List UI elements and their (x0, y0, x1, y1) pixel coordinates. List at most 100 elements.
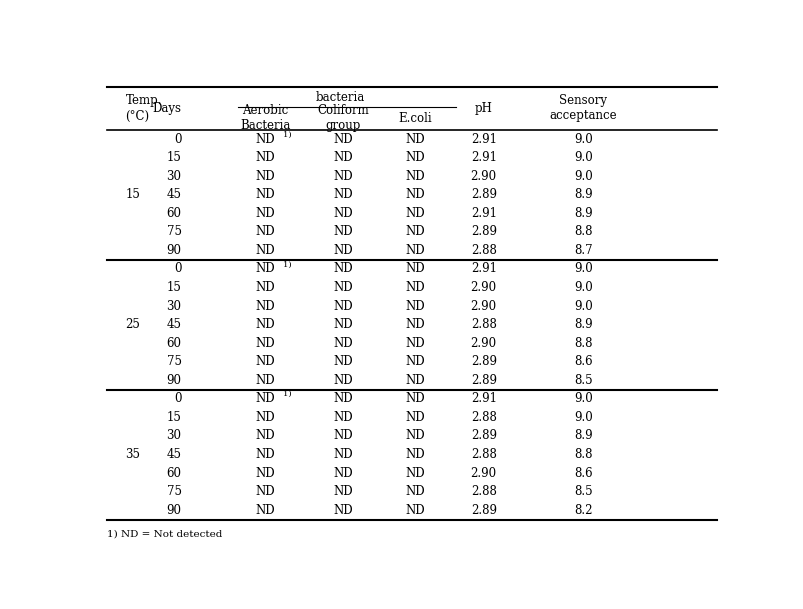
Text: ND: ND (405, 355, 425, 368)
Text: ND: ND (333, 170, 353, 183)
Text: 2.89: 2.89 (470, 225, 496, 238)
Text: ND: ND (255, 485, 275, 498)
Text: 75: 75 (166, 355, 181, 368)
Text: ND: ND (333, 448, 353, 461)
Text: 9.0: 9.0 (573, 262, 592, 275)
Text: 30: 30 (166, 429, 181, 443)
Text: bacteria: bacteria (316, 91, 365, 104)
Text: 2.91: 2.91 (470, 262, 496, 275)
Text: ND: ND (405, 151, 425, 164)
Text: ND: ND (333, 485, 353, 498)
Text: 2.90: 2.90 (470, 300, 496, 312)
Text: ND: ND (255, 504, 275, 516)
Text: ND: ND (255, 411, 275, 424)
Text: 9.0: 9.0 (573, 411, 592, 424)
Text: 90: 90 (166, 504, 181, 516)
Text: 2.91: 2.91 (470, 207, 496, 220)
Text: ND: ND (405, 225, 425, 238)
Text: ND: ND (405, 281, 425, 294)
Text: ND: ND (333, 244, 353, 257)
Text: ND: ND (333, 281, 353, 294)
Text: ND: ND (405, 411, 425, 424)
Text: ND: ND (255, 355, 275, 368)
Text: 8.9: 8.9 (573, 188, 592, 201)
Text: 60: 60 (166, 466, 181, 480)
Text: ND: ND (255, 262, 275, 275)
Text: 0: 0 (173, 392, 181, 406)
Text: ND: ND (405, 466, 425, 480)
Text: 45: 45 (166, 318, 181, 331)
Text: 8.5: 8.5 (573, 485, 592, 498)
Text: 2.90: 2.90 (470, 170, 496, 183)
Text: Temp.
(°C): Temp. (°C) (125, 94, 161, 122)
Text: ND: ND (255, 318, 275, 331)
Text: ND: ND (405, 133, 425, 146)
Text: 9.0: 9.0 (573, 170, 592, 183)
Text: 35: 35 (125, 448, 141, 461)
Text: ND: ND (333, 318, 353, 331)
Text: ND: ND (405, 318, 425, 331)
Text: ND: ND (333, 355, 353, 368)
Text: 9.0: 9.0 (573, 151, 592, 164)
Text: 9.0: 9.0 (573, 133, 592, 146)
Text: ND: ND (255, 429, 275, 443)
Text: 2.88: 2.88 (471, 411, 496, 424)
Text: 45: 45 (166, 448, 181, 461)
Text: ND: ND (333, 133, 353, 146)
Text: ND: ND (405, 244, 425, 257)
Text: ND: ND (255, 170, 275, 183)
Text: 30: 30 (166, 170, 181, 183)
Text: 9.0: 9.0 (573, 392, 592, 406)
Text: 75: 75 (166, 485, 181, 498)
Text: ND: ND (333, 411, 353, 424)
Text: 8.6: 8.6 (573, 466, 592, 480)
Text: 2.89: 2.89 (470, 504, 496, 516)
Text: ND: ND (333, 262, 353, 275)
Text: 2.90: 2.90 (470, 466, 496, 480)
Text: 2.91: 2.91 (470, 392, 496, 406)
Text: 0: 0 (173, 262, 181, 275)
Text: 2.91: 2.91 (470, 151, 496, 164)
Text: 90: 90 (166, 244, 181, 257)
Text: ND: ND (333, 466, 353, 480)
Text: 2.89: 2.89 (470, 355, 496, 368)
Text: 8.2: 8.2 (573, 504, 592, 516)
Text: ND: ND (333, 207, 353, 220)
Text: ND: ND (255, 244, 275, 257)
Text: Coliform
group: Coliform group (317, 104, 369, 132)
Text: ND: ND (405, 207, 425, 220)
Text: 8.7: 8.7 (573, 244, 592, 257)
Text: ND: ND (255, 151, 275, 164)
Text: 15: 15 (166, 281, 181, 294)
Text: pH: pH (475, 102, 492, 115)
Text: 15: 15 (166, 151, 181, 164)
Text: ND: ND (333, 300, 353, 312)
Text: Aerobic
Bacteria: Aerobic Bacteria (240, 104, 291, 132)
Text: ND: ND (405, 374, 425, 387)
Text: 9.0: 9.0 (573, 300, 592, 312)
Text: 1): 1) (283, 130, 291, 138)
Text: ND: ND (333, 151, 353, 164)
Text: 2.88: 2.88 (471, 448, 496, 461)
Text: 15: 15 (166, 411, 181, 424)
Text: 2.88: 2.88 (471, 318, 496, 331)
Text: 8.9: 8.9 (573, 318, 592, 331)
Text: 75: 75 (166, 225, 181, 238)
Text: 0: 0 (173, 133, 181, 146)
Text: 60: 60 (166, 207, 181, 220)
Text: Days: Days (153, 102, 181, 115)
Text: ND: ND (255, 133, 275, 146)
Text: 25: 25 (125, 318, 141, 331)
Text: ND: ND (405, 337, 425, 350)
Text: 8.8: 8.8 (573, 337, 592, 350)
Text: ND: ND (255, 188, 275, 201)
Text: ND: ND (333, 429, 353, 443)
Text: 1): 1) (283, 390, 291, 398)
Text: ND: ND (255, 374, 275, 387)
Text: 2.88: 2.88 (471, 244, 496, 257)
Text: ND: ND (405, 429, 425, 443)
Text: ND: ND (255, 466, 275, 480)
Text: ND: ND (405, 485, 425, 498)
Text: ND: ND (255, 337, 275, 350)
Text: 2.89: 2.89 (470, 429, 496, 443)
